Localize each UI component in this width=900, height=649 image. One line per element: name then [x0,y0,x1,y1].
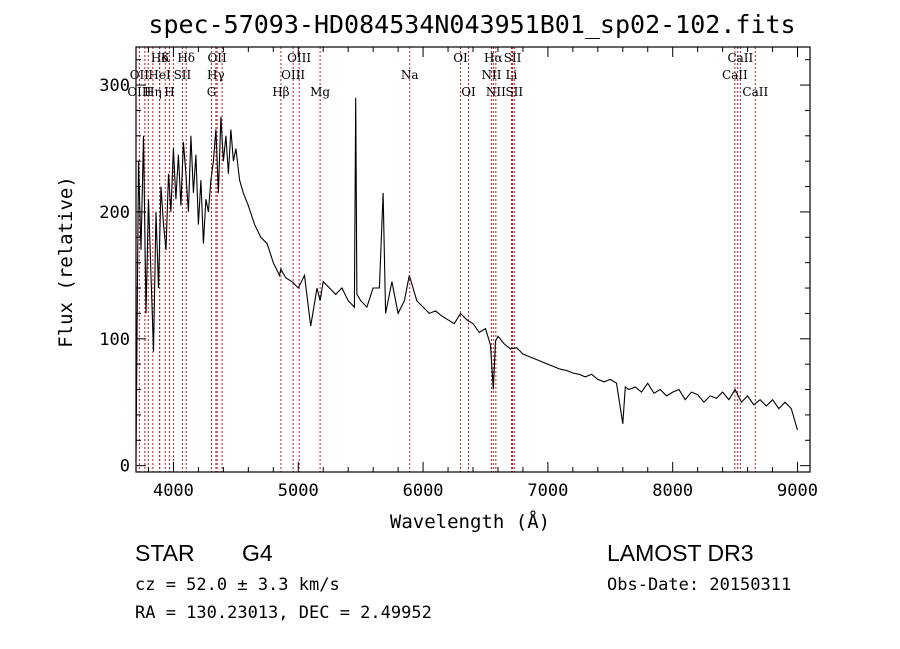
line-label-top: OII [207,51,227,65]
line-label-bottom: Hβ [272,85,289,99]
line-label-bottom: Hη [144,85,162,99]
line-label-mid: Na [401,68,419,82]
object-subclass: G4 [242,540,273,566]
line-label-top: OI [453,51,468,65]
line-label-mid: CaII [722,68,748,82]
x-axis-label: Wavelength (Å) [390,510,550,533]
x-tick-label: 4000 [153,481,194,501]
x-tick-label: 7000 [527,481,568,501]
redshift-readout: cz = 52.0 ± 3.3 km/s [135,575,340,595]
axis-ticks [136,47,810,472]
line-label-top: CaII [727,51,753,65]
plot-frame [135,46,811,473]
x-tick-label: 5000 [278,481,319,501]
y-tick-label: 200 [99,203,130,223]
line-label-mid: HeI [148,68,171,82]
line-label-bottom: Mg [310,85,330,99]
y-axis-label: Flux (relative) [55,176,77,348]
line-label-top: Hδ [151,51,169,65]
line-label-bottom: H [164,85,174,99]
y-tick-label: 0 [120,457,130,477]
line-label-bottom: NII [486,85,506,99]
line-label-bottom: G [207,85,217,99]
x-tick-label: 8000 [652,481,693,501]
line-label-bottom: CaII [742,85,768,99]
line-label-top: Hα [484,51,503,65]
line-label-top: OIII [287,51,311,65]
emission-line-markers [138,47,756,472]
line-label-top: SII [504,51,522,65]
x-tick-label: 6000 [403,481,444,501]
y-tick-label: 100 [99,330,130,350]
survey-name: LAMOST DR3 [607,540,754,566]
line-label-top: K [161,51,171,65]
axis-tick-labels: 4000 5000 6000 7000 8000 9000 0 100 200 300 [99,76,818,501]
line-label-bottom: SII [505,85,523,99]
line-label-top: Hδ [177,51,195,65]
coordinates-readout: RA = 130.23013, DEC = 2.49952 [135,603,432,623]
line-label-mid: SII [174,68,192,82]
line-label-bottom: OI [461,85,476,99]
line-label-mid: Li [506,68,518,82]
x-tick-label: 9000 [777,481,818,501]
object-class: STAR [135,540,195,566]
chart-title: spec-57093-HD084534N043951B01_sp02-102.f… [148,10,795,39]
y-tick-label: 300 [99,76,130,96]
line-label-mid: Hγ [207,68,225,82]
line-label-mid: NII [481,68,501,82]
line-label-bottom: OIII [127,85,151,99]
observation-date: Obs-Date: 20150311 [607,575,792,595]
line-label-mid: OII [130,68,150,82]
line-label-mid: OIII [281,68,305,82]
spectrum-line [135,97,799,460]
